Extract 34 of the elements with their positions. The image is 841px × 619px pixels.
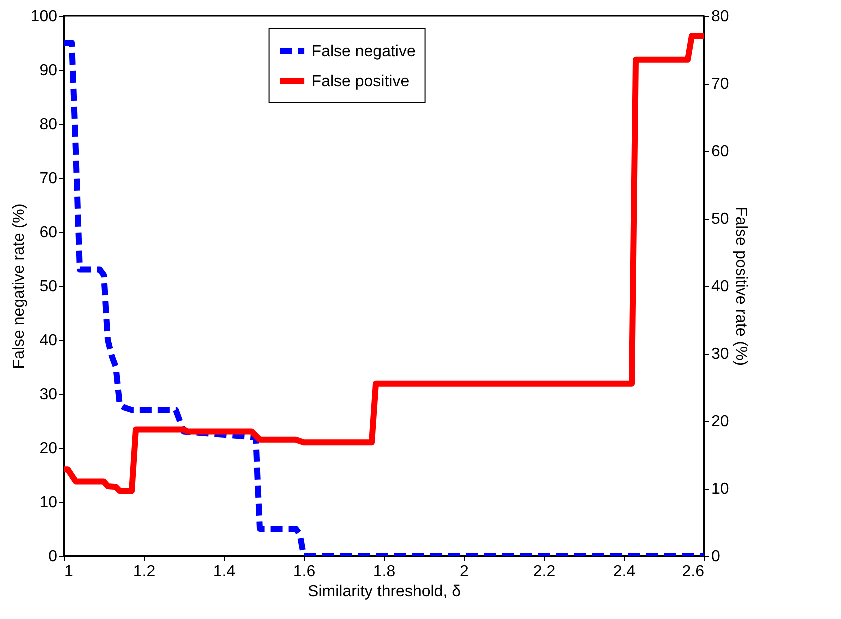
x-tick-label: 1.4 [213, 564, 236, 580]
y-tick-label: 50 [40, 278, 58, 296]
y2-tick-label: 70 [712, 76, 730, 93]
x-tick-label: 2.4 [613, 564, 636, 580]
y2-tick-label: 80 [712, 8, 730, 26]
y2-tick-label: 20 [712, 414, 730, 430]
y2-tick-label: 10 [712, 481, 730, 498]
y2-tick-label: 30 [712, 346, 730, 363]
y2-tick-label: 60 [712, 144, 730, 160]
y-tick-label: 20 [40, 440, 58, 458]
y2-tick-label: 0 [712, 548, 720, 566]
x-tick-label: 1.2 [133, 564, 156, 580]
y2-axis-title: False positive rate (%) [732, 206, 750, 366]
x-axis-title: Similarity threshold, δ [308, 584, 462, 600]
y-tick-label: 0 [48, 548, 58, 566]
y-tick-label: 10 [40, 494, 58, 512]
y-tick-label: 60 [40, 224, 58, 242]
legend-label: False negative [312, 44, 416, 60]
y2-tick-label: 40 [712, 278, 730, 296]
x-tick-label: 2 [460, 564, 470, 580]
y-tick-label: 70 [40, 170, 58, 188]
x-tick-label: 1.6 [293, 564, 316, 580]
y-tick-label: 40 [40, 332, 58, 350]
y-tick-label: 100 [30, 8, 58, 26]
y-axis-title: False negative rate (%) [10, 204, 28, 370]
legend-label: False positive [312, 74, 410, 90]
x-tick-label: 2.2 [533, 564, 556, 580]
x-tick-label: 2.6 [682, 564, 705, 580]
y2-tick-label: 50 [712, 211, 730, 228]
y-tick-label: 90 [40, 62, 58, 80]
x-tick-label: 1 [64, 564, 74, 580]
x-tick-label: 1.8 [373, 564, 396, 580]
y-tick-label: 80 [40, 116, 58, 134]
y-tick-label: 30 [40, 386, 58, 404]
